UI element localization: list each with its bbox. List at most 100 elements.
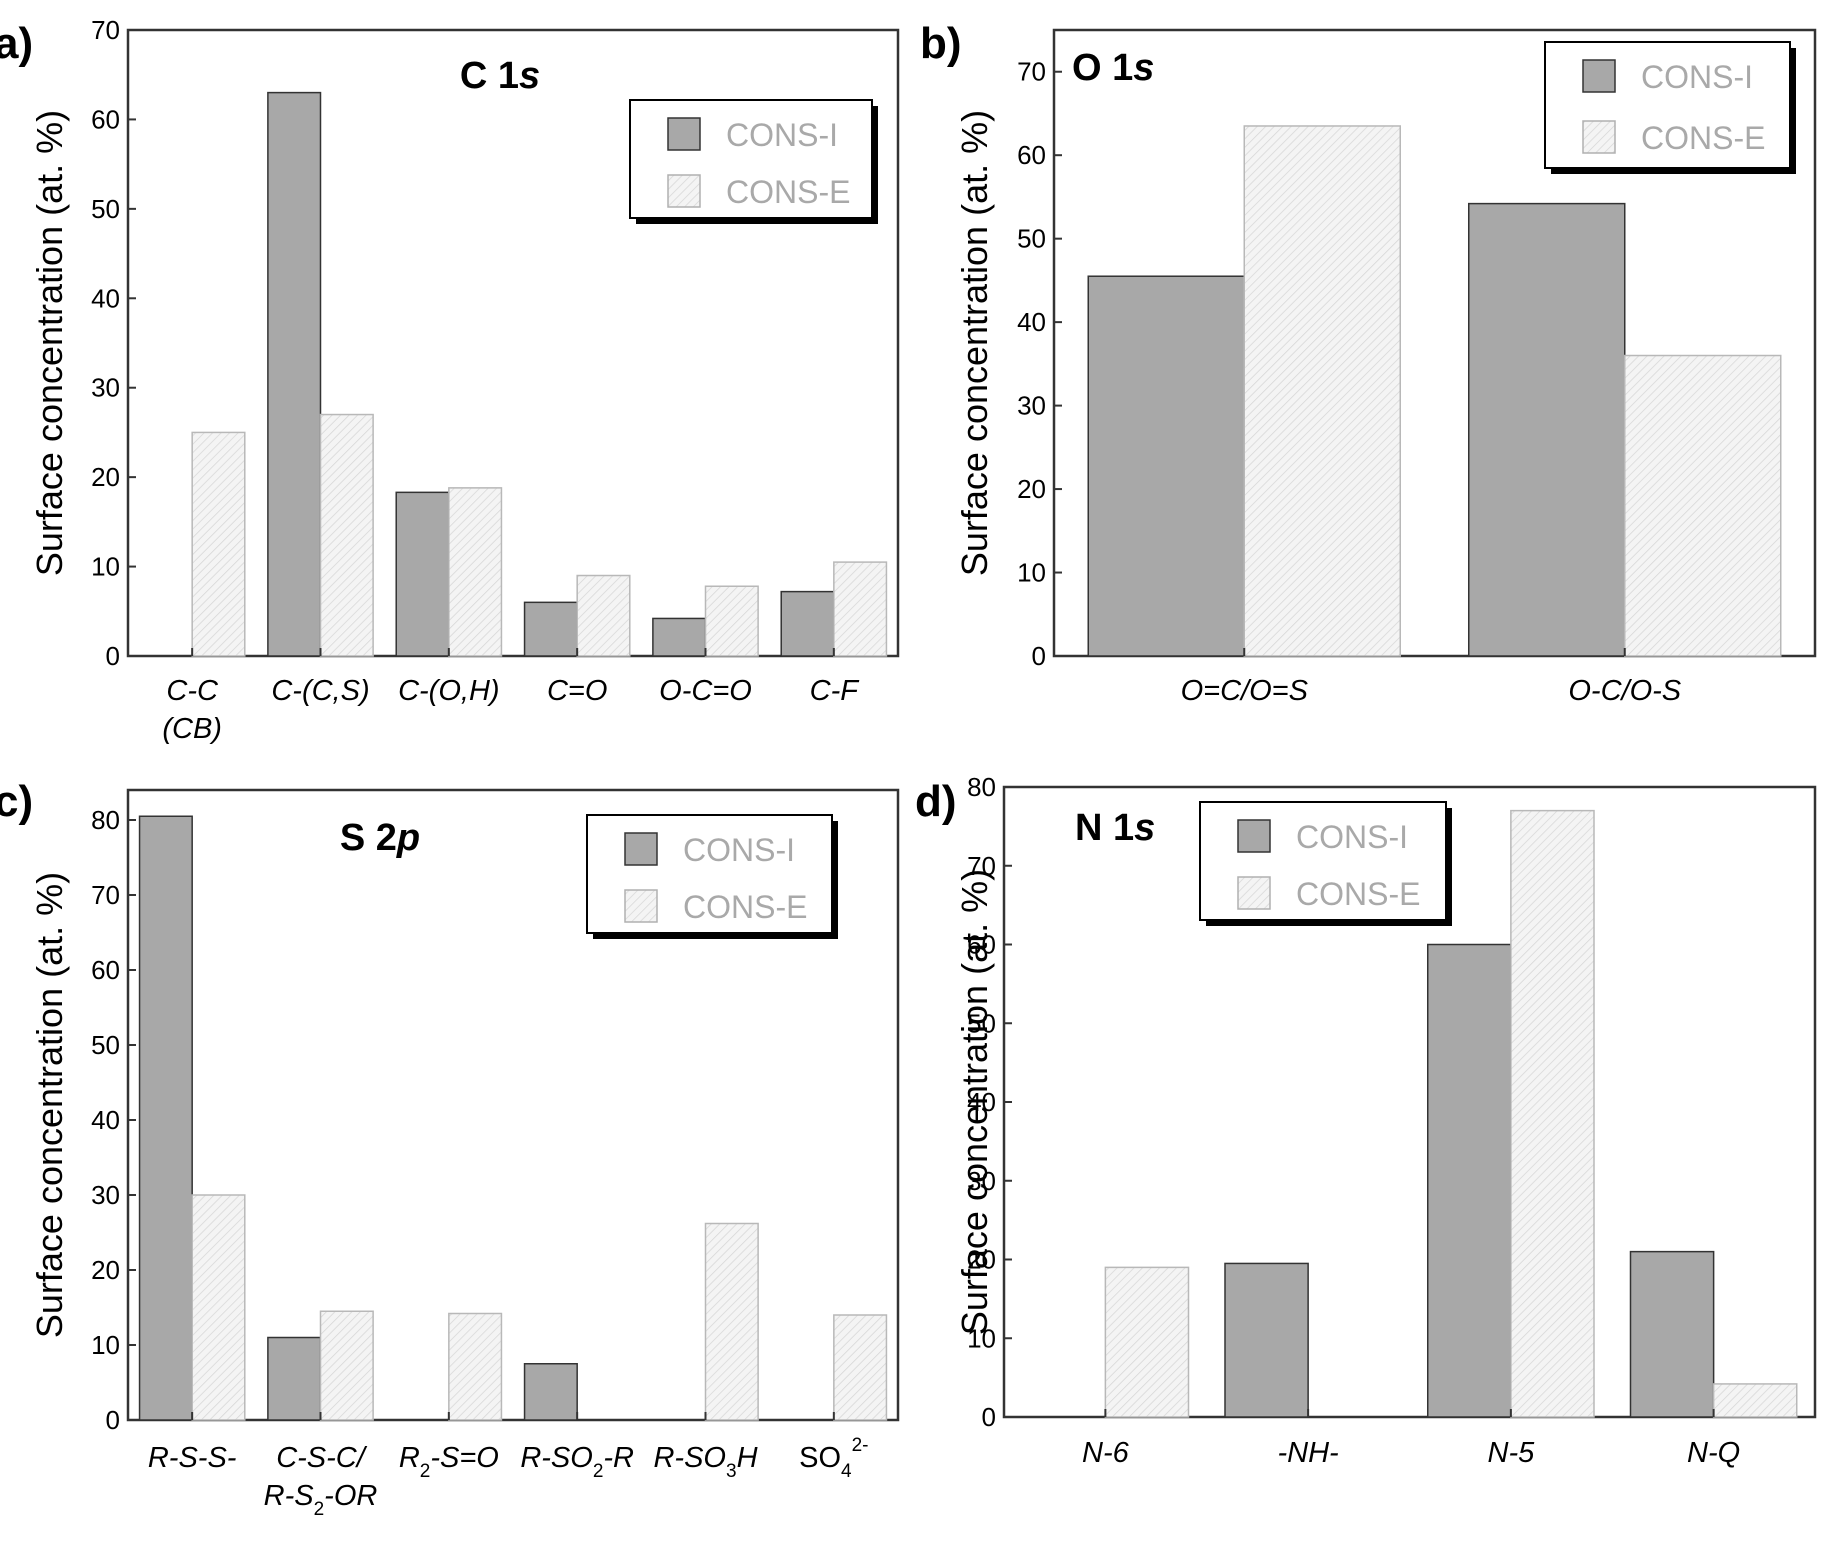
category-label: N-Q [1687,1437,1740,1469]
panel-title: N 1s [1075,807,1155,849]
plot-area-frame [1052,28,1817,658]
y-tick-label: 80 [967,772,996,802]
legend-swatch-cons-e [624,889,658,923]
category-label: SO42- [799,1435,868,1482]
y-tick-label: 30 [1017,391,1046,421]
bar-cons-i-5 [652,617,707,657]
plot-area-frame [126,788,900,1422]
y-tick-label: 0 [1032,641,1046,671]
y-tick-label: 50 [1017,224,1046,254]
legend-entry-label: CONS-E [1641,120,1765,156]
category-label: N-5 [1488,1437,1536,1469]
y-tick-label: 40 [1017,307,1046,337]
category-label: O-C=O [659,675,752,707]
y-tick-label: 70 [967,851,996,881]
y-tick-label: 70 [91,880,120,910]
bar-cons-i-3 [395,491,450,657]
y-tick-label: 50 [91,194,120,224]
y-tick-label: 60 [967,930,996,960]
legend: CONS-I CONS-E [586,814,838,939]
plot-area-frame [126,28,900,658]
y-tick-label: 80 [91,805,120,835]
category-label: O-C/O-S [1568,675,1681,707]
panel-title: C 1s [460,55,540,97]
y-axis-label: Surface concentration (at. %) [29,872,70,1338]
y-tick-label: 20 [1017,474,1046,504]
category-label: C=O [547,675,607,707]
category-label: R-S2-OR [264,1480,378,1520]
y-tick-label: 20 [91,462,120,492]
category-label: C-F [810,675,861,707]
y-tick-label: 0 [106,1405,120,1435]
legend-swatch-cons-i [667,117,701,151]
legend-swatch-cons-e [1582,120,1616,154]
bar-cons-i-4 [1629,1250,1715,1418]
legend-swatch-cons-i [1582,59,1616,93]
y-tick-label: 50 [967,1008,996,1038]
y-tick-label: 10 [91,552,120,582]
bar-cons-e-2 [319,1310,374,1421]
bar-cons-i-2 [267,1336,322,1421]
bar-cons-e-3 [1510,809,1595,1418]
y-tick-label: 20 [967,1245,996,1275]
chart-panel-d: 0 10 20 30 40 50 60 70 80 N-6 -NH- N-5 N-Q d) N 1s Surf… [915,772,1817,1469]
y-tick-label: 40 [91,1105,120,1135]
y-tick-label: 30 [91,1180,120,1210]
bar-cons-e-6 [833,561,888,657]
legend-swatch-cons-i [1237,819,1271,853]
y-tick-label: 10 [91,1330,120,1360]
y-tick-label: 60 [1017,140,1046,170]
legend-entry-label: CONS-I [1641,59,1753,95]
category-label: (CB) [162,713,222,745]
category-label: N-6 [1082,1437,1130,1469]
chart-panel-a: 0 10 20 30 40 50 60 70 C-C (CB) C-(C,S) C-(O,H) C=O O… [0,15,900,745]
y-tick-label: 0 [106,641,120,671]
panel-title: S 2p [340,817,420,859]
bar-cons-i-1 [1087,275,1245,657]
category-label: C-(C,S) [271,675,369,707]
bar-cons-i-2 [1224,1262,1309,1418]
legend-entry-label: CONS-I [726,117,838,153]
bar-cons-e-5 [704,585,759,657]
y-tick-label: 30 [967,1166,996,1196]
y-tick-label: 30 [91,373,120,403]
y-axis-label: Surface concentration (at. %) [954,869,995,1335]
panel-label: a) [0,19,33,68]
legend: CONS-I CONS-E [1199,801,1452,926]
bar-cons-e-4 [1712,1383,1798,1418]
chart-panel-c: 0 10 20 30 40 50 60 70 80 R-S-S- C-S-C/R-S2-OR R2-S… [0,777,900,1520]
bar-cons-e-3 [448,487,503,657]
y-tick-label: 10 [1017,558,1046,588]
category-label: O=C/O=S [1181,675,1309,707]
category-label: C-S-C/ [276,1442,368,1474]
y-tick-label: 40 [91,283,120,313]
bar-cons-e-3 [448,1312,503,1421]
y-tick-label: 70 [91,15,120,45]
category-label: R2-S=O [399,1442,499,1482]
panel-label: c) [0,777,33,826]
bar-cons-i-6 [780,590,835,657]
panel-title: O 1s [1072,47,1154,89]
y-tick-label: 10 [967,1323,996,1353]
category-label: R-S-S- [148,1442,237,1474]
bar-cons-i-2 [1467,202,1626,657]
legend-entry-label: CONS-E [683,889,807,925]
bar-cons-e-1 [1104,1266,1190,1418]
y-axis-label: Surface concentration (at. %) [29,110,70,576]
category-label: R-SO3H [653,1442,757,1482]
legend-entry-label: CONS-I [1296,819,1408,855]
bar-cons-e-6 [833,1314,888,1421]
category-label: C-C [166,675,219,707]
legend-swatch-cons-e [1237,876,1271,910]
bar-cons-e-5 [704,1222,759,1421]
bar-cons-i-3 [1426,943,1512,1418]
bar-cons-i-4 [523,1363,578,1421]
y-tick-label: 60 [91,104,120,134]
bar-cons-e-1 [191,1194,246,1421]
bar-cons-e-1 [191,431,246,657]
bar-cons-i-1 [138,815,193,1421]
category-label: C-(O,H) [398,675,499,707]
bar-cons-e-2 [1624,354,1782,657]
y-tick-label: 70 [1017,57,1046,87]
y-axis-label: Surface concentration (at. %) [954,110,995,576]
